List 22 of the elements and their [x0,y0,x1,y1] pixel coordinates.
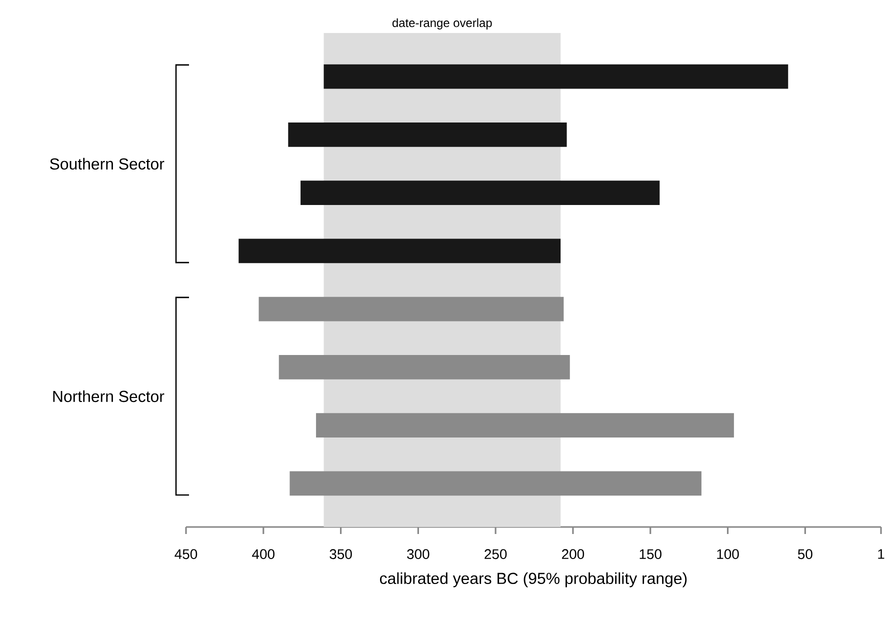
x-tick-label: 400 [252,549,274,560]
x-tick-label: 50 [798,549,812,560]
text: Southern Sector [50,158,164,170]
band-label: date-range overlap [392,18,492,30]
bar [258,296,564,322]
bar [238,238,561,264]
bar [300,180,660,206]
x-tick-label: 350 [330,549,352,560]
bar [288,122,567,147]
text: Northern Sector [53,390,164,402]
bar [290,471,702,496]
x-tick-label: 450 [174,549,198,560]
bar [278,354,570,380]
x-tick-label: 1 [878,549,884,559]
x-tick-label: 300 [407,549,430,560]
x-tick-label: 200 [562,549,584,560]
x-tick-label: 100 [717,549,739,560]
bar [324,64,788,89]
x-tick-label: 150 [640,549,662,560]
x-axis-title: calibrated years BC (95% probability range) [380,572,687,588]
x-tick-label: 250 [484,549,507,560]
bar [316,413,734,438]
